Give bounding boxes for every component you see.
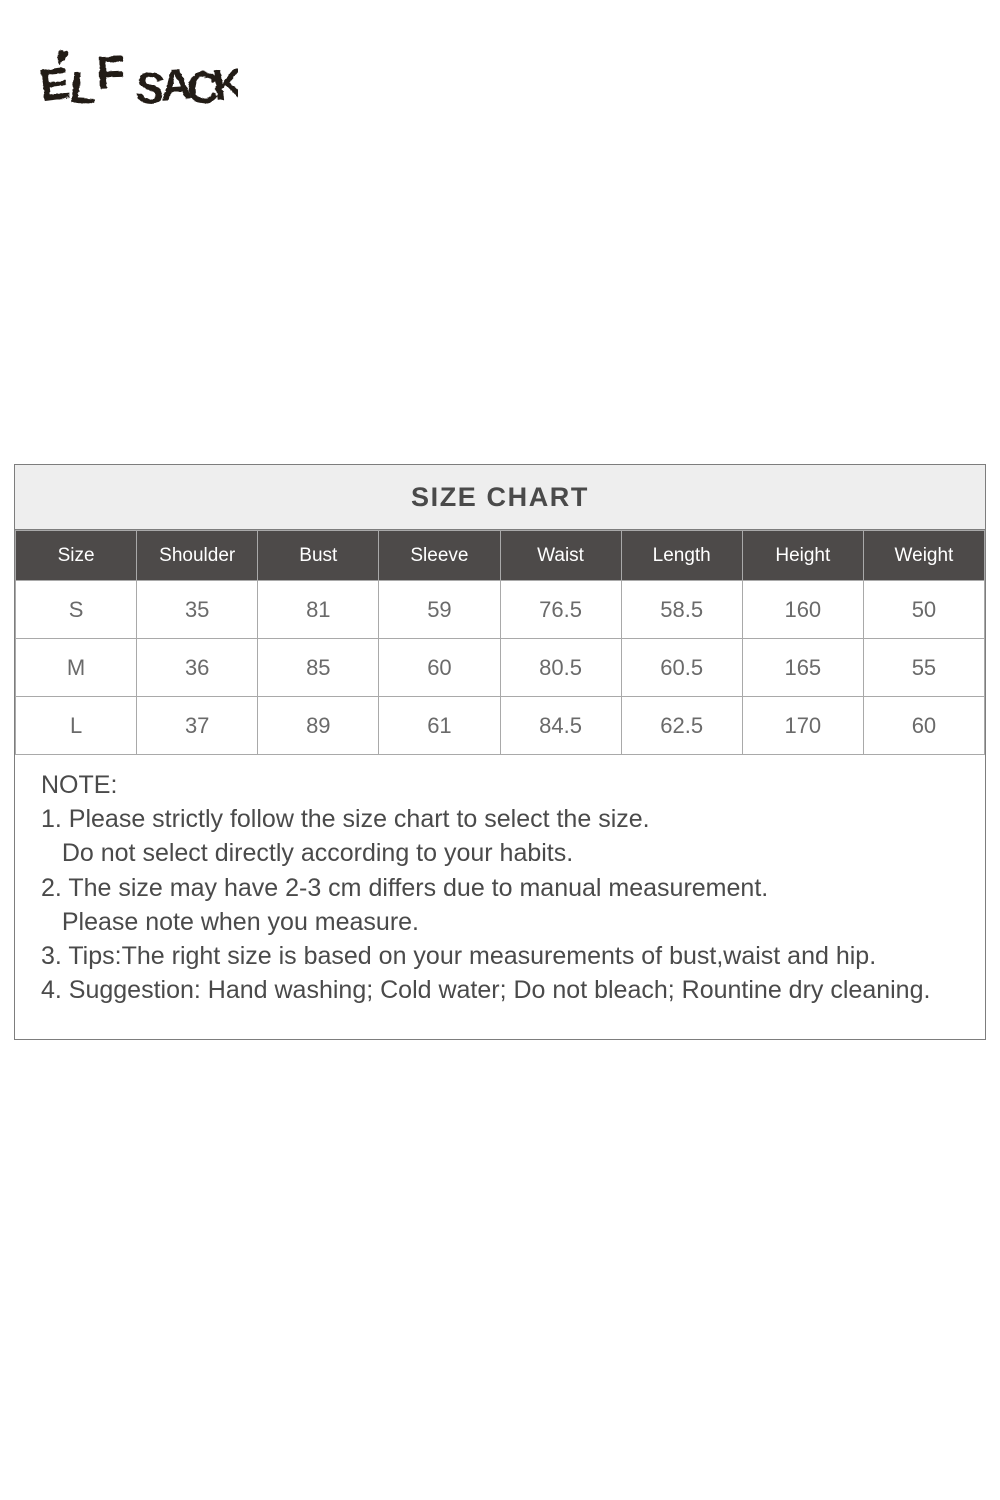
svg-text:E: E	[38, 58, 71, 110]
svg-text:K: K	[210, 58, 238, 110]
svg-text:L: L	[68, 62, 98, 113]
svg-text:F: F	[95, 45, 125, 98]
